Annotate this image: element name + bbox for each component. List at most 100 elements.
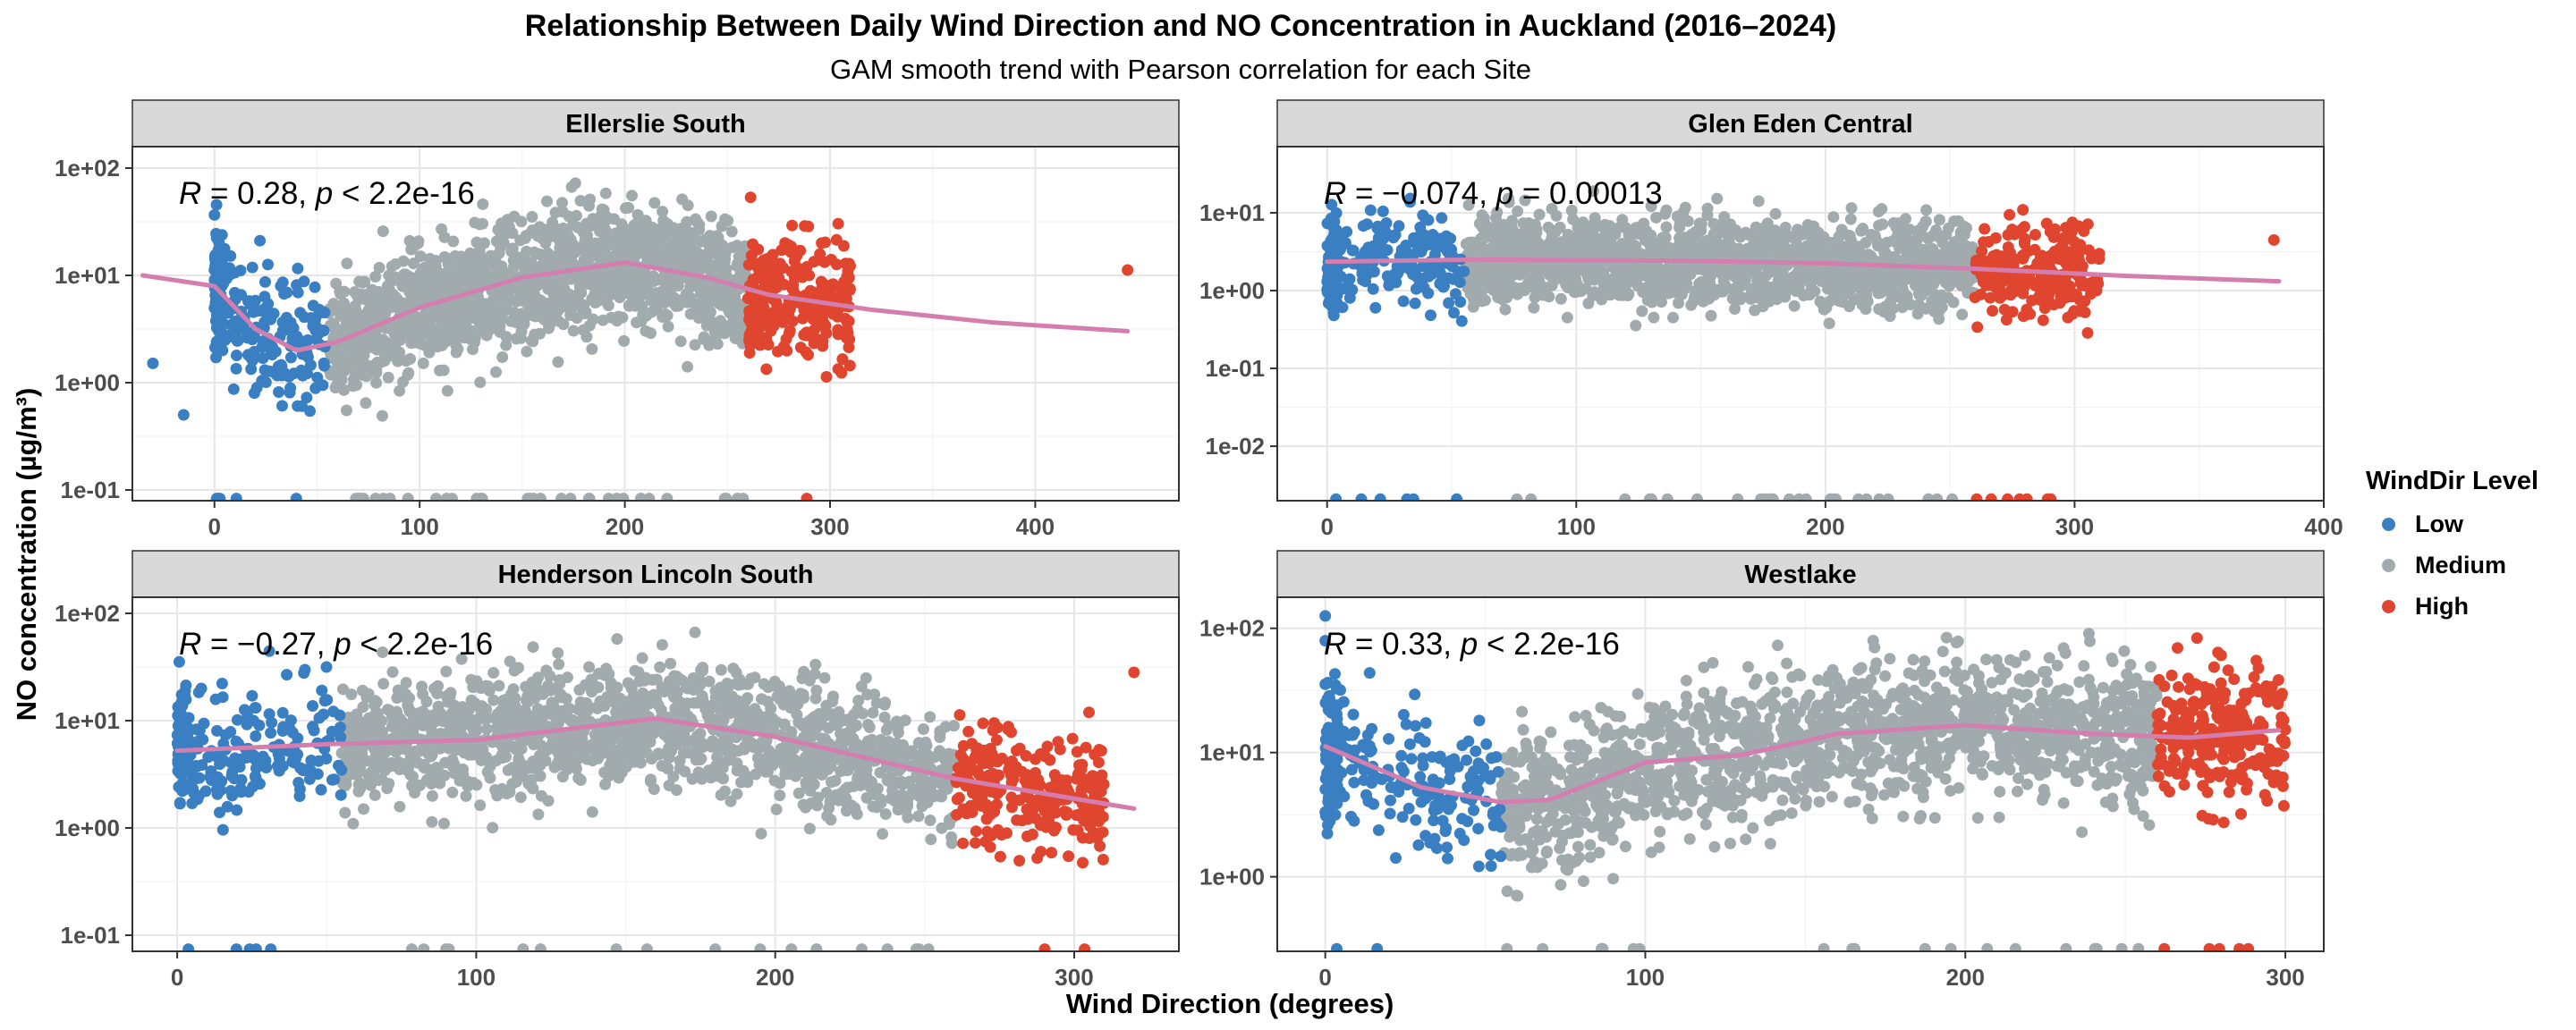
point-medium <box>1755 279 1767 291</box>
point-medium <box>365 330 377 342</box>
point-high <box>772 261 784 274</box>
point-medium <box>636 289 648 301</box>
point-low <box>1338 283 1351 295</box>
point-medium <box>653 223 665 235</box>
point-low <box>1326 218 1339 231</box>
point-medium <box>1911 249 1923 261</box>
point-low <box>1331 297 1343 309</box>
point-medium <box>389 337 402 350</box>
point-medium <box>1616 214 1629 226</box>
point-medium <box>1846 274 1859 286</box>
point-medium <box>1706 284 1718 297</box>
point-medium <box>1752 195 1765 207</box>
point-medium <box>1890 222 1902 233</box>
y-tick-label: 1e+02 <box>55 155 120 182</box>
point-medium <box>390 291 402 304</box>
point-medium <box>330 277 343 290</box>
point-low <box>227 383 240 395</box>
point-medium <box>535 262 547 274</box>
point-medium <box>1650 211 1663 224</box>
point-medium <box>1946 493 1959 501</box>
point-medium <box>1588 185 1600 198</box>
point-medium <box>1698 279 1710 291</box>
point-medium <box>329 353 342 366</box>
point-medium <box>690 249 701 262</box>
point-medium <box>1529 218 1541 231</box>
point-medium <box>338 359 351 371</box>
point-medium <box>338 297 350 309</box>
point-medium <box>689 626 701 638</box>
point-medium <box>568 294 580 307</box>
point-medium <box>552 646 564 659</box>
point-medium <box>447 235 460 248</box>
point-medium <box>425 331 437 343</box>
point-medium <box>856 943 868 951</box>
point-high <box>2047 280 2060 291</box>
point-medium <box>1764 282 1776 294</box>
facet-strip-label: Henderson Lincoln South <box>498 561 814 589</box>
point-medium <box>755 827 767 840</box>
point-medium <box>430 493 443 501</box>
point-medium <box>1806 247 1818 259</box>
point-medium <box>431 341 444 353</box>
point-medium <box>705 210 717 223</box>
point-medium <box>1648 311 1660 324</box>
point-high <box>2017 204 2029 216</box>
point-medium <box>1788 300 1801 312</box>
point-medium <box>1956 308 1969 321</box>
facet-strip <box>1276 99 2325 148</box>
point-medium <box>1766 292 1777 305</box>
point-low <box>1411 271 1423 283</box>
point-medium <box>411 277 422 290</box>
point-low <box>1386 231 1399 243</box>
point-high <box>2066 308 2079 320</box>
point-high <box>832 217 844 230</box>
point-medium <box>1863 275 1876 288</box>
point-medium <box>1899 232 1911 244</box>
point-high <box>2038 302 2051 315</box>
point-medium <box>444 300 455 312</box>
point-medium <box>580 331 593 343</box>
point-high <box>2009 285 2021 298</box>
point-medium <box>445 270 458 283</box>
x-tick-label: 300 <box>2055 513 2094 540</box>
point-high <box>801 493 813 501</box>
point-low <box>271 369 284 382</box>
y-tick-label: 1e-02 <box>1206 433 1266 460</box>
point-medium <box>369 789 381 801</box>
point-low <box>1448 307 1460 319</box>
point-medium <box>494 325 506 338</box>
point-medium <box>1484 244 1496 257</box>
point-medium <box>394 800 406 813</box>
point-high <box>822 304 835 317</box>
point-medium <box>588 294 599 307</box>
point-low <box>296 400 308 412</box>
point-medium <box>684 281 697 293</box>
point-medium <box>362 295 375 308</box>
point-low <box>307 320 319 333</box>
point-medium <box>726 241 739 254</box>
y-tick-label: 1e-01 <box>61 477 121 503</box>
point-high <box>2018 221 2030 233</box>
point-medium <box>542 795 555 807</box>
point-low <box>212 262 225 274</box>
point-medium <box>1533 208 1546 221</box>
point-low <box>258 364 271 376</box>
point-low <box>318 359 330 372</box>
point-outlier <box>1122 264 1134 276</box>
point-high <box>2082 244 2095 257</box>
point-medium <box>1671 210 1683 223</box>
point-low <box>1392 267 1404 280</box>
point-medium <box>397 376 409 388</box>
point-medium <box>1550 259 1563 272</box>
point-medium <box>427 274 439 287</box>
point-low <box>1408 249 1420 260</box>
point-medium <box>1729 303 1741 315</box>
point-high <box>749 318 761 331</box>
point-medium <box>925 833 937 846</box>
point-medium <box>668 239 681 251</box>
point-high <box>2029 229 2041 241</box>
point-medium <box>1561 311 1573 324</box>
point-medium <box>478 263 490 275</box>
